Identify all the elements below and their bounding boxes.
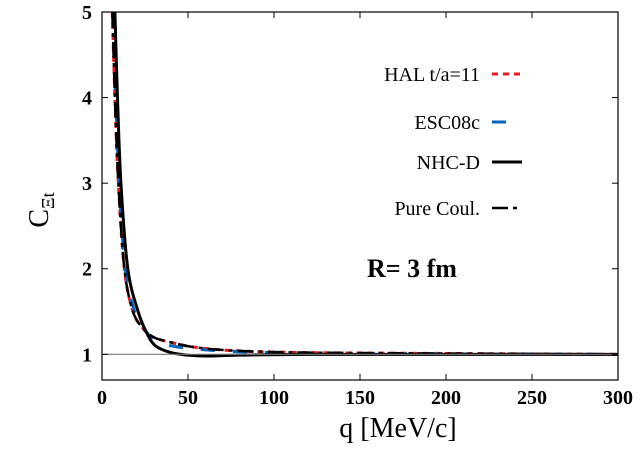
legend-label: ESC08c (414, 112, 480, 134)
y-axis-label-subscript: Ξt (38, 192, 58, 209)
y-axis-label: CΞt (24, 192, 58, 227)
curves (110, 11, 619, 358)
plot-frame (101, 11, 619, 381)
series-line-hal-t-a-11 (110, 11, 619, 356)
y-tick-label: 4 (82, 88, 92, 110)
legend-label: Pure Coul. (394, 198, 480, 220)
ticks: 0 50 100 150 200 250 300 1 2 3 4 5 (82, 2, 633, 409)
x-axis-label: q [MeV/c] (339, 413, 456, 444)
legend: HAL t/a=11 ESC08c NHC-D Pure Coul. (384, 64, 522, 220)
x-tick-label: 250 (517, 387, 547, 409)
legend-label: HAL t/a=11 (384, 64, 480, 86)
y-tick-label: 1 (82, 344, 92, 366)
x-tick-label: 0 (97, 387, 107, 409)
y-tick-label: 5 (82, 2, 92, 24)
series-line-esc08c (111, 11, 619, 356)
x-tick-label: 50 (178, 387, 198, 409)
y-tick-label: 2 (82, 259, 92, 281)
series-line-pure-coul- (111, 11, 619, 356)
x-tick-label: 150 (345, 387, 375, 409)
legend-label: NHC-D (417, 152, 480, 174)
x-tick-label: 200 (431, 387, 461, 409)
x-tick-label: 100 (259, 387, 289, 409)
series-line-nhc-d (113, 11, 618, 358)
x-tick-label: 300 (603, 387, 633, 409)
y-tick-label: 3 (82, 173, 92, 195)
annotation: R= 3 fm (367, 254, 457, 283)
